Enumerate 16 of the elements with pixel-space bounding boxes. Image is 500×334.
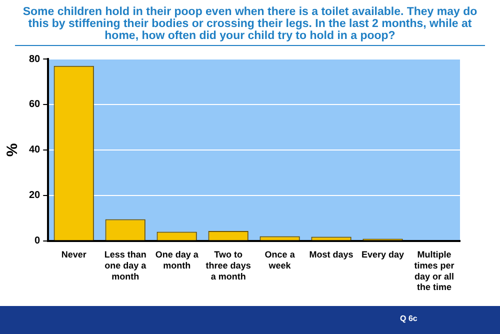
y-tick-label: 40 <box>29 144 41 156</box>
y-tick-label: 80 <box>29 54 41 65</box>
x-tick-label: Multiple times per day or all the time <box>414 250 455 292</box>
chart-title: Some children hold in their poop even when there is a toilet available. They may do this by stiffening their bodies or crossing their legs. In the last 2 months, while at home, how often did your child try to hold in a poop? <box>15 0 485 46</box>
x-tick-label: Every day <box>362 250 404 260</box>
y-tick-label: 0 <box>34 236 41 247</box>
y-tick-label: 60 <box>29 99 41 110</box>
x-tick-label: Most days <box>309 250 354 260</box>
x-tick-label: One day a month <box>155 250 200 270</box>
y-tick-label: 20 <box>29 190 41 202</box>
x-tick-label: Never <box>61 250 87 260</box>
text: Q 6c <box>400 314 418 323</box>
x-tick-label: Once a week <box>264 250 296 270</box>
x-tick-label: Less than one day a month <box>104 250 148 282</box>
x-tick-label: Two to three days a month <box>206 250 251 282</box>
y-axis-title: % <box>4 143 22 157</box>
